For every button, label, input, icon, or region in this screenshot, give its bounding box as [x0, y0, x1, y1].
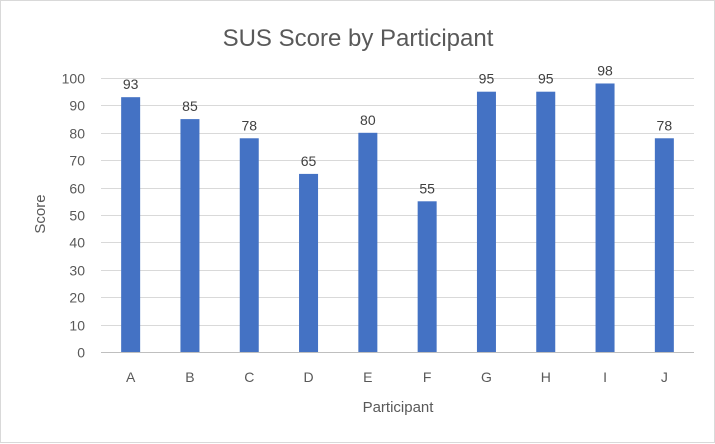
- x-tick-label-I: I: [603, 369, 607, 385]
- y-tick-label: 70: [69, 153, 85, 169]
- y-tick-label: 40: [69, 235, 85, 251]
- data-labels: 93 85 78 65 80 55 95 95 98 78: [123, 62, 672, 196]
- bar-I: [595, 83, 615, 352]
- x-axis-label: Participant: [363, 399, 435, 416]
- data-label-J: 78: [657, 117, 673, 133]
- data-label-E: 80: [360, 112, 376, 128]
- bar-G: [476, 91, 496, 352]
- bar-C: [239, 138, 259, 352]
- y-tick-label: 30: [69, 263, 85, 279]
- bar-H: [536, 91, 556, 352]
- bar-D: [299, 173, 319, 352]
- y-tick-label: 10: [69, 318, 85, 334]
- data-label-G: 95: [479, 71, 495, 87]
- data-label-B: 85: [182, 98, 198, 114]
- data-label-A: 93: [123, 76, 139, 92]
- y-axis-ticks: 0 10 20 30 40 50 60 70 80 90 100: [62, 71, 86, 361]
- y-axis-label: Score: [32, 194, 49, 233]
- x-tick-label-C: C: [244, 369, 254, 385]
- x-tick-label-E: E: [363, 369, 372, 385]
- y-tick-label: 90: [69, 98, 85, 114]
- y-tick-label: 100: [62, 71, 86, 87]
- y-tick-label: 80: [69, 126, 85, 142]
- x-tick-label-G: G: [481, 369, 492, 385]
- y-tick-label: 50: [69, 208, 85, 224]
- bar-B: [180, 119, 200, 352]
- y-tick-label: 20: [69, 290, 85, 306]
- x-tick-label-H: H: [541, 369, 551, 385]
- data-label-C: 78: [241, 117, 257, 133]
- bar-J: [654, 138, 674, 352]
- bar-A: [121, 97, 141, 353]
- data-label-F: 55: [419, 180, 435, 196]
- chart-title: SUS Score by Participant: [223, 25, 494, 52]
- x-axis-ticks: A B C D E F G H I J: [126, 369, 668, 385]
- y-tick-label: 0: [77, 345, 85, 361]
- gridlines: [101, 78, 694, 353]
- data-label-H: 95: [538, 71, 554, 87]
- data-label-I: 98: [597, 62, 613, 78]
- x-tick-label-A: A: [126, 369, 136, 385]
- x-tick-label-D: D: [303, 369, 313, 385]
- x-tick-label-J: J: [661, 369, 668, 385]
- data-label-D: 65: [301, 153, 317, 169]
- bar-E: [358, 132, 378, 352]
- bar-F: [417, 201, 437, 352]
- x-tick-label-B: B: [185, 369, 194, 385]
- y-tick-label: 60: [69, 181, 85, 197]
- x-tick-label-F: F: [423, 369, 432, 385]
- bars: [121, 83, 674, 353]
